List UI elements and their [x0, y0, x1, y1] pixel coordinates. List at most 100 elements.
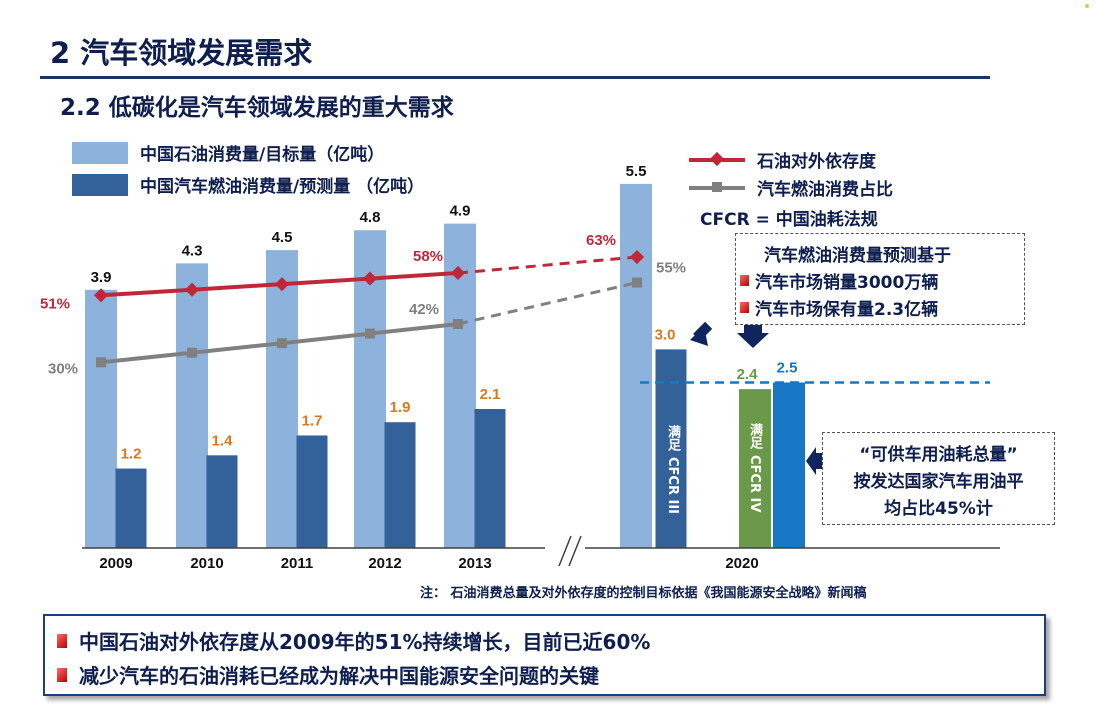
legend-oil-total-label: 中国石油消费量/目标量（亿吨）: [140, 145, 385, 165]
bar-vehicle-fuel-value: 1.7: [302, 412, 323, 429]
bar-oil-total: [620, 183, 652, 548]
bar-vehicle-fuel: [115, 468, 147, 548]
bar-oil-total: [85, 289, 117, 548]
bullet-icon: [57, 633, 67, 648]
share-line-marker: [632, 277, 642, 288]
bar-vehicle-fuel-value: 1.9: [390, 399, 411, 416]
dependence-line-marker: [93, 288, 109, 303]
forecast-box-line-2-text: 汽车市场保有量2.3亿辆: [755, 300, 939, 320]
down-arrow-icon: [737, 325, 769, 348]
forecast-box-line-1-text: 汽车市场销量3000万辆: [755, 273, 939, 293]
forecast-box-line-1: 汽车市场销量3000万辆: [740, 268, 938, 293]
legend-vehicle-share-label: 汽车燃油消费占比: [757, 180, 893, 200]
share-line-value: 42%: [409, 301, 439, 318]
legend-vehicle-fuel: 中国汽车燃油消费量/预测量 （亿吨）: [72, 172, 424, 197]
bullet-icon: [740, 275, 749, 286]
bar-vehicle-fuel: [296, 435, 328, 548]
bar-supply-value: 2.5: [777, 360, 798, 377]
legend-dependence-label: 石油对外依存度: [757, 152, 876, 172]
dependence-line-marker: [274, 277, 290, 292]
dependence-line-marker: [450, 265, 466, 281]
bar-oil-total: [266, 250, 298, 548]
cfcr4-label-top: 满足: [747, 423, 762, 449]
supply-box-line-1: “可供车用油耗总量”: [859, 445, 1018, 465]
legend-oil-total: 中国石油消费量/目标量（亿吨）: [72, 140, 384, 165]
dependence-line-value: 63%: [586, 232, 616, 249]
page-subtitle: 2.2 低碳化是汽车领域发展的重大需求: [60, 95, 454, 121]
footnote: 注： 石油消费总量及对外依存度的控制目标依据《我国能源安全战略》新闻稿: [420, 586, 867, 601]
share-line-marker: [453, 319, 463, 330]
x-tick-label: 2009: [99, 555, 132, 572]
cfcr3-label-top: 满足: [665, 425, 680, 451]
bar-oil-total-value: 4.9: [450, 203, 471, 220]
bar-vehicle-fuel: [474, 408, 506, 548]
bar-vehicle-fuel-value: 3.0: [655, 326, 676, 343]
bar-vehicle-fuel-value: 1.2: [121, 446, 142, 463]
forecast-basis-box: 汽车燃油消费量预测基于 汽车市场销量3000万辆 汽车市场保有量2.3亿辆: [735, 233, 1025, 325]
x-tick-label: 2013: [458, 555, 491, 572]
bar-oil-total-value: 3.9: [91, 269, 112, 286]
share-line-marker: [277, 338, 287, 349]
dependence-line-marker: [184, 282, 200, 297]
cfcr3-label: 满足 CFCR III: [663, 425, 682, 514]
bar-oil-total-value: 4.3: [182, 242, 203, 259]
bar-vehicle-fuel: [206, 455, 238, 548]
title-rule: [40, 76, 990, 79]
bar-vehicle-fuel-value: 1.4: [212, 432, 234, 449]
share-line-value: 55%: [656, 260, 686, 277]
conclusion-line-2-text: 减少汽车的石油消耗已经成为解决中国能源安全问题的关键: [79, 664, 599, 688]
axis-break-mark: [568, 535, 582, 567]
dependence-line-value: 51%: [40, 295, 70, 312]
x-tick-label: 2010: [190, 555, 223, 572]
legend-swatch-light-blue: [72, 141, 128, 164]
share-line-marker: [365, 328, 375, 339]
dependence-line-marker: [362, 271, 378, 286]
axis-break-mark: [558, 535, 572, 567]
supply-box-line-2: 按发达国家汽车用油平: [853, 472, 1024, 492]
bullet-icon: [57, 667, 67, 682]
share-line-marker: [96, 357, 106, 368]
x-tick-label: 2020: [725, 555, 758, 572]
legend-dependence: 石油对外依存度: [689, 147, 876, 172]
corner-dot: [1085, 4, 1089, 8]
x-tick-label: 2011: [281, 555, 314, 572]
conclusion-line-2: 减少汽车的石油消耗已经成为解决中国能源安全问题的关键: [57, 660, 599, 689]
supply-total-box: “可供车用油耗总量” 按发达国家汽车用油平 均占比45%计: [822, 432, 1055, 525]
cfcr4-label: 满足 CFCR IV: [745, 423, 764, 512]
legend-gray-line-swatch: [689, 177, 745, 199]
bar-oil-total-value: 4.5: [272, 229, 293, 246]
bar-oil-total-value: 4.8: [360, 209, 381, 226]
share-line-marker: [187, 347, 197, 358]
bar-supply: [773, 382, 805, 548]
forecast-box-title: 汽车燃油消费量预测基于: [764, 246, 951, 266]
page-title: 2 汽车领域发展需求: [50, 36, 313, 70]
legend-vehicle-fuel-label: 中国汽车燃油消费量/预测量 （亿吨）: [140, 177, 425, 197]
dependence-line-value: 58%: [413, 248, 443, 265]
left-arrow-icon: [806, 447, 826, 475]
legend-vehicle-share: 汽车燃油消费占比: [689, 175, 893, 200]
cfcr3-label-bottom: CFCR III: [665, 457, 680, 515]
bar-vehicle-fuel-value: 2.1: [480, 386, 501, 403]
conclusion-line-1-text: 中国石油对外依存度从2009年的51%持续增长，目前已近60%: [79, 630, 651, 654]
bar-cfcr4-value: 2.4: [737, 366, 759, 383]
conclusion-line-1: 中国石油对外依存度从2009年的51%持续增长，目前已近60%: [57, 626, 650, 655]
share-line-forecast-line: [457, 281, 638, 326]
bar-cfcr4: [739, 389, 771, 548]
bar-oil-total-value: 5.5: [626, 163, 647, 180]
supply-box-line-3: 均占比45%计: [884, 499, 993, 519]
bar-oil-total: [176, 263, 208, 548]
conclusion-box: 中国石油对外依存度从2009年的51%持续增长，目前已近60% 减少汽车的石油消…: [43, 614, 1046, 696]
cfcr4-label-bottom: CFCR IV: [747, 455, 762, 513]
dependence-line-forecast-line: [457, 255, 638, 275]
pointer-arrow-icon: [693, 321, 713, 341]
bar-vehicle-fuel: [384, 422, 416, 548]
share-line-value: 30%: [48, 360, 78, 377]
cfcr-definition: CFCR = 中国油耗法规: [700, 210, 878, 230]
bullet-icon: [740, 302, 749, 313]
forecast-box-line-2: 汽车市场保有量2.3亿辆: [740, 295, 938, 320]
legend-red-line-swatch: [689, 149, 745, 171]
dependence-line-marker: [629, 249, 645, 265]
x-tick-label: 2012: [368, 555, 401, 572]
legend-swatch-dark-blue: [72, 173, 128, 196]
